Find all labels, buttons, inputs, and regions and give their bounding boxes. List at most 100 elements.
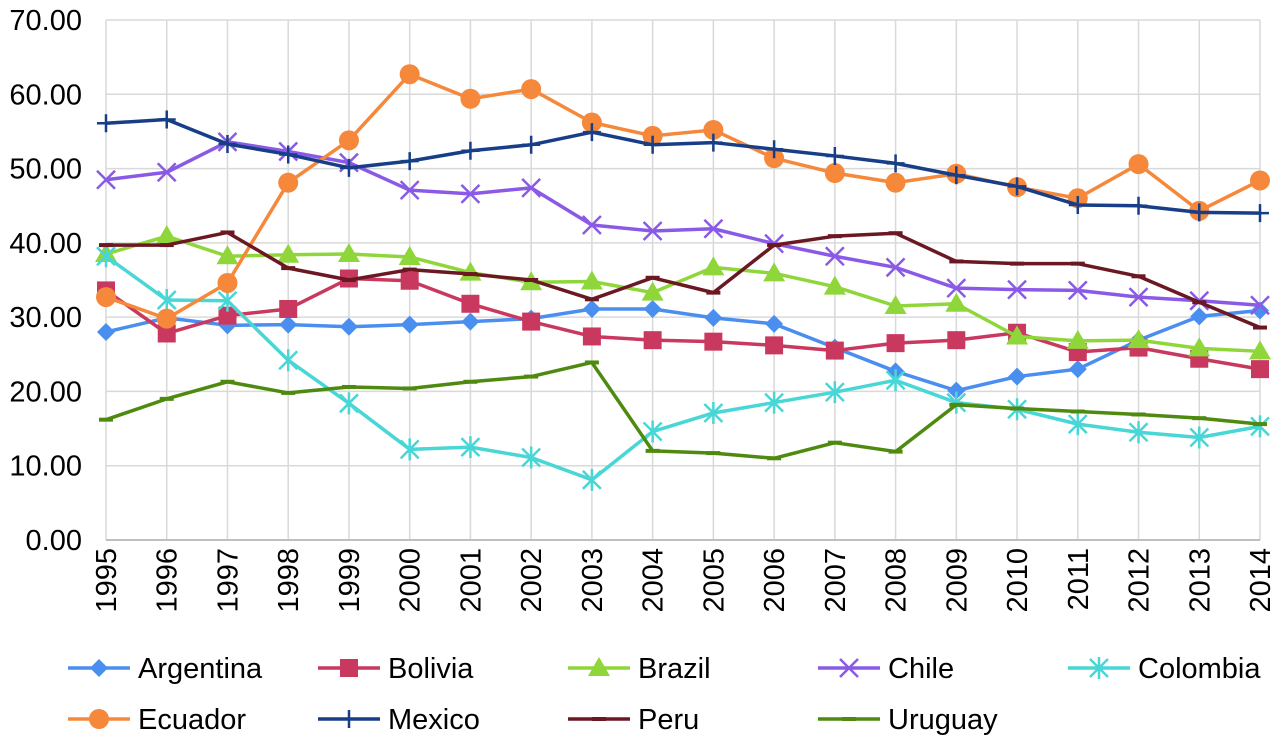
x-tick-label: 2006 (759, 548, 791, 613)
data-point-ecuador-1997 (217, 272, 238, 293)
series-colombia (96, 245, 1270, 491)
data-point-bolivia-2001 (461, 294, 480, 313)
data-point-bolivia-2002 (522, 312, 541, 331)
data-point-brazil-2011 (1066, 329, 1089, 349)
x-tick-label: 2008 (881, 548, 913, 613)
legend-item-brazil: Brazil (568, 653, 711, 685)
data-point-brazil-1996 (155, 225, 178, 245)
x-tick-label: 2002 (516, 548, 548, 613)
data-point-colombia-2008 (885, 369, 906, 392)
data-point-ecuador-1998 (278, 172, 299, 193)
x-axis-tick-labels: 1995 1996 1997 1998 1999 2000 2001 2002 2003 2004… (91, 548, 1277, 613)
data-point-ecuador-1999 (338, 130, 359, 151)
data-point-mexico-2014 (1251, 204, 1269, 223)
data-point-brazil-2004 (641, 281, 664, 301)
legend-item-ecuador: Ecuador (68, 704, 246, 736)
legend-marker-chile (839, 658, 859, 678)
data-point-mexico-2007 (825, 146, 844, 165)
data-point-argentina-2003 (582, 299, 601, 318)
data-point-ecuador-2012 (1128, 154, 1149, 175)
series-lines (95, 64, 1271, 491)
data-point-argentina-2005 (704, 308, 723, 327)
x-tick-label: 2004 (638, 548, 670, 613)
data-point-mexico-2012 (1129, 196, 1148, 215)
data-point-colombia-2013 (1189, 426, 1210, 449)
legend-item-uruguay: Uruguay (818, 704, 998, 736)
data-point-brazil-2006 (763, 262, 786, 282)
data-point-bolivia-2003 (582, 327, 601, 346)
x-tick-label: 2009 (941, 548, 973, 613)
data-point-ecuador-2014 (1250, 170, 1270, 191)
data-point-colombia-2001 (460, 436, 481, 459)
x-tick-label: 2013 (1184, 548, 1216, 613)
data-point-argentina-1999 (339, 317, 358, 336)
data-point-chile-2010 (1007, 279, 1027, 300)
data-point-mexico-2011 (1068, 195, 1087, 214)
y-tick-label: 10.00 (9, 451, 82, 483)
data-point-brazil-2005 (702, 256, 725, 276)
data-point-mexico-1995 (97, 114, 115, 133)
data-point-colombia-2007 (824, 381, 845, 404)
x-tick-label: 2007 (820, 548, 852, 613)
data-point-argentina-2009 (947, 381, 966, 400)
data-point-bolivia-2006 (765, 336, 784, 355)
series-line-ecuador (105, 72, 1261, 321)
series-chile (96, 131, 1270, 316)
data-point-mexico-2005 (704, 133, 723, 152)
legend-item-mexico: Mexico (318, 704, 480, 736)
data-point-argentina-2010 (1008, 367, 1027, 386)
data-point-chile-1996 (156, 162, 177, 183)
series-line-chile (105, 140, 1261, 308)
legend-marker-argentina (90, 659, 108, 677)
legend-marker-mexico (340, 710, 358, 728)
data-point-colombia-1999 (339, 392, 359, 415)
series-line-argentina (105, 307, 1261, 393)
y-tick-label: 0.00 (26, 525, 82, 557)
data-point-mexico-2000 (400, 152, 419, 171)
data-point-chile-2003 (582, 215, 602, 235)
data-point-brazil-2009 (945, 292, 968, 312)
data-point-brazil-2008 (884, 295, 907, 314)
data-point-colombia-2012 (1128, 421, 1149, 444)
x-tick-label: 2012 (1124, 548, 1156, 613)
data-point-ecuador-2001 (460, 88, 481, 109)
series-line-colombia (104, 254, 1261, 482)
series-brazil (95, 225, 1271, 360)
data-point-mexico-2002 (522, 135, 541, 154)
data-point-colombia-2011 (1067, 413, 1088, 436)
data-point-brazil-2012 (1127, 329, 1150, 349)
legend: Argentina Bolivia Brazil Chile Colombia Ecuad… (68, 653, 1261, 736)
data-point-argentina-2004 (643, 299, 662, 318)
data-point-bolivia-2008 (886, 334, 905, 353)
data-point-mexico-1997 (218, 135, 237, 154)
data-point-chile-2008 (885, 257, 906, 278)
series-line-peru (106, 230, 1261, 330)
data-point-bolivia-2004 (643, 331, 662, 350)
data-point-mexico-1996 (157, 110, 176, 129)
x-tick-label: 2001 (455, 548, 487, 613)
data-point-mexico-2008 (886, 154, 905, 173)
data-point-ecuador-2003 (581, 112, 602, 133)
data-point-colombia-2002 (521, 446, 542, 469)
legend-label: Ecuador (138, 704, 246, 736)
data-point-chile-2007 (824, 246, 845, 267)
data-point-colombia-2004 (642, 420, 663, 443)
data-point-ecuador-2007 (824, 163, 845, 184)
series-mexico (97, 110, 1269, 223)
data-point-brazil-2003 (580, 270, 603, 290)
legend-item-colombia: Colombia (1068, 653, 1261, 685)
x-tick-label: 1997 (212, 548, 244, 613)
data-point-colombia-1995 (96, 245, 116, 268)
data-point-colombia-2003 (582, 468, 602, 491)
x-tick-label: 2005 (698, 548, 730, 613)
data-point-mexico-1998 (279, 145, 298, 164)
data-point-argentina-2006 (765, 314, 784, 333)
data-point-chile-2002 (521, 178, 542, 198)
y-tick-label: 70.00 (9, 5, 82, 37)
data-point-colombia-2005 (703, 401, 724, 424)
data-point-ecuador-2000 (399, 64, 420, 85)
data-point-mexico-2010 (1008, 177, 1027, 196)
legend-item-peru: Peru (568, 704, 699, 736)
data-point-bolivia-1996 (157, 324, 176, 343)
x-tick-label: 2010 (1002, 548, 1034, 613)
